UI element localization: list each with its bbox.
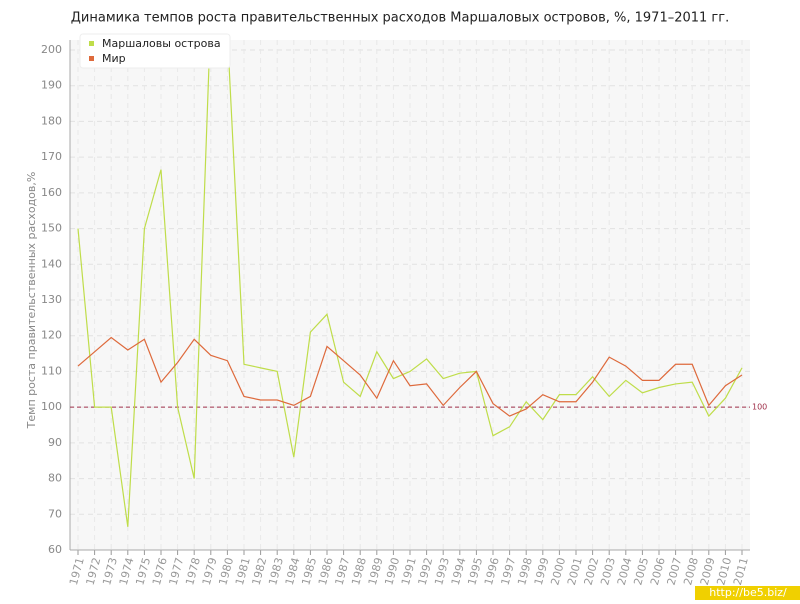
watermark-bg xyxy=(695,586,800,600)
legend-label: Маршаловы острова xyxy=(102,37,221,50)
y-tick-label: 150 xyxy=(41,222,62,235)
series-group xyxy=(77,50,743,527)
legend-swatch xyxy=(89,41,94,46)
y-tick-label: 110 xyxy=(41,364,62,377)
y-tick-label: 170 xyxy=(41,150,62,163)
legend-label: Мир xyxy=(102,52,126,65)
y-tick-label: 140 xyxy=(41,257,62,270)
y-tick-label: 180 xyxy=(41,114,62,127)
y-tick-label: 160 xyxy=(41,186,62,199)
legend-swatch xyxy=(89,56,94,61)
chart-title: Динамика темпов роста правительственных … xyxy=(71,11,729,26)
y-tick-label: 80 xyxy=(48,472,62,485)
series-line xyxy=(77,336,743,417)
y-tick-label: 100 xyxy=(41,400,62,413)
reference-label: 100 xyxy=(752,403,767,412)
y-tick-label: 190 xyxy=(41,79,62,92)
series-line xyxy=(77,50,743,527)
y-tick-label: 60 xyxy=(48,543,62,556)
y-tick-label: 90 xyxy=(48,436,62,449)
y-tick-label: 70 xyxy=(48,507,62,520)
y-tick-label: 200 xyxy=(41,43,62,56)
y-tick-label: 130 xyxy=(41,293,62,306)
legend-box xyxy=(79,33,231,69)
legend: Маршаловы острова Мир xyxy=(79,33,231,69)
y-axis-label: Темп роста правительственных расходов,% xyxy=(25,172,38,430)
x-tick-label: 2011 xyxy=(731,556,751,586)
watermark: http://be5.biz/ xyxy=(709,586,787,599)
y-tick-label: 120 xyxy=(41,329,62,342)
